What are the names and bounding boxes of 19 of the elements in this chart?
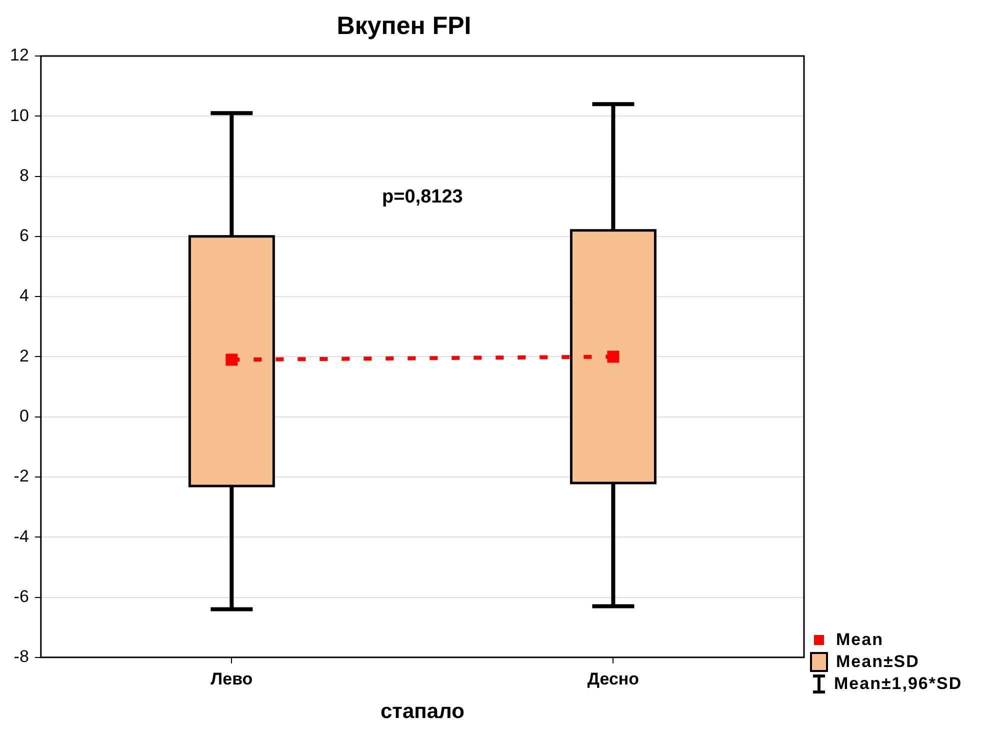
y-tick-label: 2: [19, 346, 29, 366]
annotation: p=0,8123: [382, 186, 463, 208]
x-axis-title: стапало: [380, 700, 464, 724]
y-tick-label: -8: [14, 647, 29, 666]
y-tick-label: -4: [14, 526, 29, 546]
text: Mean±1,96*SD: [834, 674, 962, 694]
y-tick-label: 0: [19, 406, 29, 426]
chart-title: Вкупен FPI: [336, 12, 472, 40]
y-tick-label: -6: [14, 586, 29, 606]
y-tick-label: 8: [19, 166, 29, 185]
x-tick-label: Лево: [210, 669, 253, 688]
y-tick-label: 10: [10, 106, 29, 125]
y-tick-label: 12: [10, 46, 29, 65]
y-tick-label: -2: [14, 466, 29, 486]
legend-label: Mean: [836, 630, 884, 650]
legend-label: Mean±SD: [836, 652, 920, 672]
y-tick-label: 4: [19, 286, 29, 306]
y-tick-label: 6: [19, 226, 29, 246]
x-tick-label: Десно: [587, 669, 640, 688]
